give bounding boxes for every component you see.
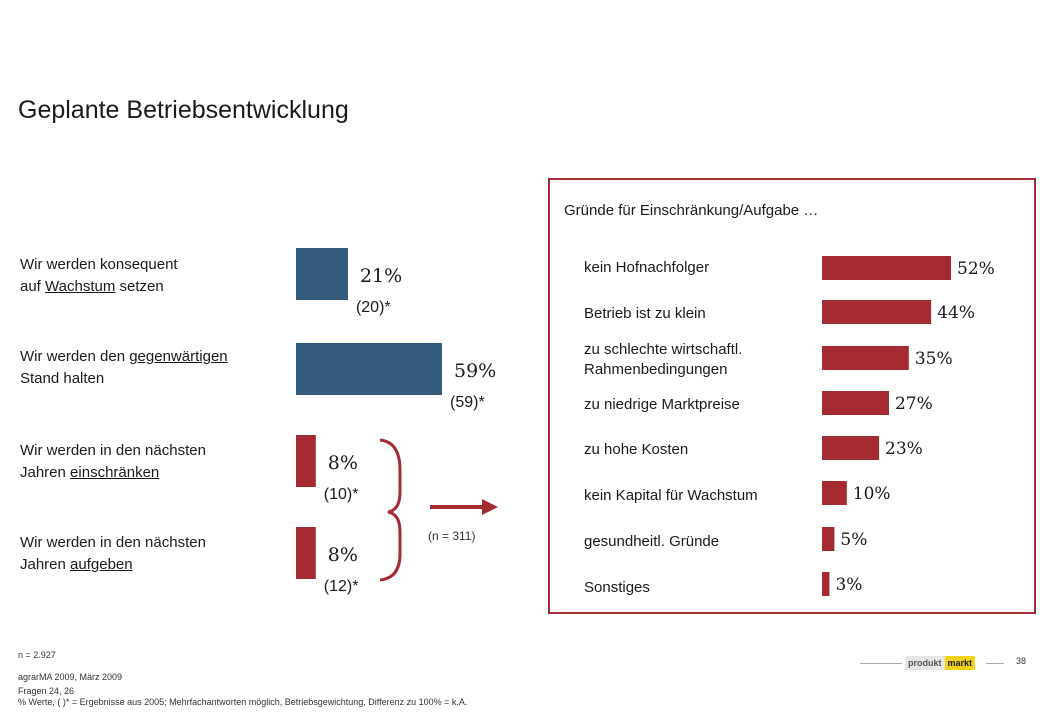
bar-0 [296,248,348,300]
reason-label-kosten: zu hohe Kosten [584,441,689,458]
reason-value-label-3: 27% [895,394,933,414]
label-einschraenken-line1: Wir werden in den nächsten [20,442,206,459]
logo-right: markt [944,656,976,670]
reason-value-label-4: 23% [885,439,923,459]
curly-brace-icon [379,438,402,582]
reason-bar-5 [822,481,847,505]
reason-label-gesundheit: gesundheitl. Gründe [584,533,720,550]
label-halten: Wir werden den gegenwärtigen Stand halte… [20,346,228,390]
reason-label-kapital: kein Kapital für Wachstum [584,487,758,504]
reason-value-label-1: 44% [937,303,975,323]
reason-label-sonstiges: Sonstiges [584,579,650,596]
footer-questions: Fragen 24, 26 [18,686,75,696]
reason-bar-6 [822,527,835,551]
label-wachstum-line2-post: setzen [115,278,164,295]
page-number: 38 [1016,656,1027,666]
bar-previous-label-0: (20)* [356,299,391,316]
reason-bar-7 [822,572,830,596]
reason-bar-2 [822,346,909,370]
footer-source: agrarMA 2009, März 2009 [18,672,123,682]
footer-note: % Werte, ( )* = Ergebnisse aus 2005; Meh… [18,697,468,707]
bar-3 [296,527,316,579]
reasons-panel [548,178,1036,614]
label-einschraenken: Wir werden in den nächsten Jahren einsch… [20,440,206,484]
label-wachstum-line1: Wir werden konsequent [20,256,178,273]
label-aufgeben: Wir werden in den nächsten Jahren aufgeb… [20,532,206,576]
bar-value-label-1: 59% [454,360,496,382]
bar-previous-label-2: (10)* [324,486,359,503]
reason-label-hofnachfolger: kein Hofnachfolger [584,259,710,276]
reason-value-label-6: 5% [840,530,867,550]
arrow-right-icon [430,499,498,515]
bar-1 [296,343,442,395]
reason-label-marktpreise: zu niedrige Marktpreise [584,396,740,413]
reason-bars: 52% 44% 35% 27% 23% 10% 5% 3% [822,256,995,596]
bar-previous-label-1: (59)* [450,394,485,411]
bar-value-label-3: 8% [328,544,358,566]
reason-value-label-2: 35% [915,349,953,369]
label-aufgeben-line2-pre: Jahren [20,556,71,573]
bar-2 [296,435,316,487]
reason-label-rahmenbedingungen: zu schlechte wirtschaftl. Rahmenbedingun… [584,341,743,378]
label-wachstum: Wir werden konsequent auf Wachstum setze… [20,254,178,298]
reason-label-zu-klein: Betrieb ist zu klein [584,305,706,322]
bar-value-label-2: 8% [328,452,358,474]
label-wachstum-line2-pre: auf [20,278,46,295]
bar-value-label-0: 21% [360,265,402,287]
footer-n: n = 2.927 [18,650,56,660]
reason-bar-1 [822,300,932,324]
label-einschraenken-line2-pre: Jahren [20,464,71,481]
label-halten-line2: Stand halten [20,370,105,387]
reasons-title: Gründe für Einschränkung/Aufgabe … [564,202,819,219]
bar-previous-label-3: (12)* [324,578,359,595]
footer-rule-right [986,663,1004,664]
n-note: (n = 311) [428,529,475,543]
label-einschraenken-underlined: einschränken [70,464,160,481]
reason-value-label-7: 3% [835,575,862,595]
label-halten-underlined: gegenwärtigen [129,348,228,365]
label-aufgeben-line1: Wir werden in den nächsten [20,534,206,551]
reason-value-label-5: 10% [853,484,891,504]
reason-bar-0 [822,256,951,280]
page-title: Geplante Betriebsentwicklung [18,96,349,124]
logo-left: produkt [905,656,945,670]
brand-logo: produkt markt [905,654,985,672]
label-aufgeben-underlined: aufgeben [70,556,133,573]
reason-value-label-0: 52% [957,259,995,279]
label-wachstum-underlined: Wachstum [45,278,116,295]
main-bars: 21% (20)* 59% (59)* 8% (10)* 8% (12)* [296,248,496,595]
footer-rule-left [860,663,902,664]
reason-bar-4 [822,436,880,460]
reason-bar-3 [822,391,889,415]
label-halten-line1-pre: Wir werden den [20,348,130,365]
